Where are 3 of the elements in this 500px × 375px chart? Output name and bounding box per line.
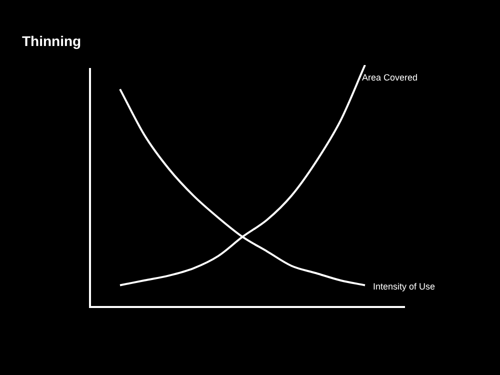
chart-title: Thinning [22,33,82,49]
series-label: Area Covered [362,72,418,82]
series-label: Intensity of Use [373,282,436,292]
